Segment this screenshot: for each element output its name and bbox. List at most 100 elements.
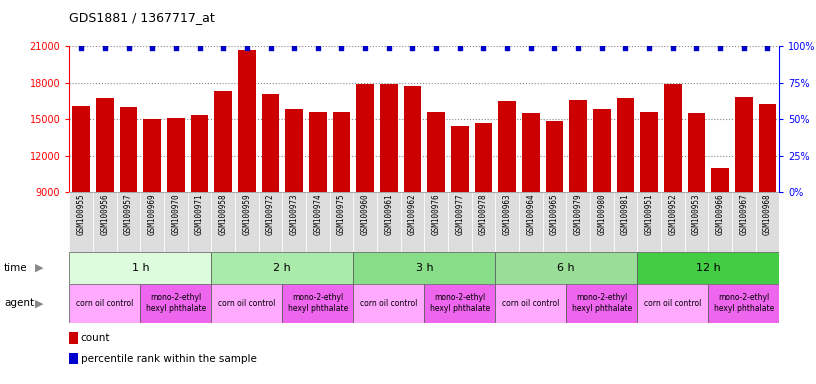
Bar	[495, 284, 566, 323]
Bar	[499, 101, 516, 301]
Bar	[73, 106, 90, 301]
Bar	[353, 252, 495, 284]
Text: GSM100965: GSM100965	[550, 194, 559, 235]
Text: GSM100978: GSM100978	[479, 194, 488, 235]
Text: GSM100974: GSM100974	[313, 194, 322, 235]
Bar	[688, 113, 705, 301]
Point	[595, 45, 608, 51]
Bar	[590, 192, 614, 252]
Point	[335, 45, 348, 51]
Bar	[641, 112, 658, 301]
Bar	[712, 168, 729, 301]
Bar	[448, 192, 472, 252]
Bar	[637, 252, 779, 284]
Bar	[495, 252, 637, 284]
Bar	[69, 353, 78, 364]
Bar	[637, 284, 708, 323]
Text: GSM100952: GSM100952	[668, 194, 677, 235]
Bar	[191, 115, 208, 301]
Point	[98, 45, 111, 51]
Text: GSM100961: GSM100961	[384, 194, 393, 235]
Point	[75, 45, 87, 51]
Point	[690, 45, 703, 51]
Text: GSM100964: GSM100964	[526, 194, 535, 235]
Bar	[451, 126, 468, 301]
Text: percentile rank within the sample: percentile rank within the sample	[81, 354, 257, 364]
Bar	[543, 192, 566, 252]
Point	[216, 45, 230, 51]
Text: ▶: ▶	[35, 263, 43, 273]
Text: GSM100975: GSM100975	[337, 194, 346, 235]
Bar	[330, 192, 353, 252]
Bar	[566, 192, 590, 252]
Text: corn oil control: corn oil control	[76, 299, 134, 308]
Bar	[759, 104, 776, 301]
Text: GSM100970: GSM100970	[171, 194, 180, 235]
Text: GSM100972: GSM100972	[266, 194, 275, 235]
Text: 3 h: 3 h	[415, 263, 433, 273]
Point	[477, 45, 490, 51]
Point	[666, 45, 679, 51]
Text: mono-2-ethyl
hexyl phthalate: mono-2-ethyl hexyl phthalate	[146, 293, 206, 313]
Point	[761, 45, 774, 51]
Bar	[262, 94, 279, 301]
Text: corn oil control: corn oil control	[502, 299, 560, 308]
Point	[429, 45, 442, 51]
Text: GSM100956: GSM100956	[100, 194, 109, 235]
Point	[453, 45, 466, 51]
Bar	[617, 98, 634, 301]
Bar	[140, 284, 211, 323]
Bar	[282, 284, 353, 323]
Point	[264, 45, 277, 51]
Point	[524, 45, 537, 51]
Bar	[732, 192, 756, 252]
Text: ▶: ▶	[35, 298, 43, 308]
Bar	[282, 192, 306, 252]
Text: GSM100958: GSM100958	[219, 194, 228, 235]
Text: GSM100976: GSM100976	[432, 194, 441, 235]
Text: corn oil control: corn oil control	[218, 299, 276, 308]
Bar	[211, 284, 282, 323]
Text: mono-2-ethyl
hexyl phthalate: mono-2-ethyl hexyl phthalate	[572, 293, 632, 313]
Text: 2 h: 2 h	[273, 263, 291, 273]
Bar	[424, 284, 495, 323]
Bar	[661, 192, 685, 252]
Point	[193, 45, 206, 51]
Text: GSM100962: GSM100962	[408, 194, 417, 235]
Bar	[377, 192, 401, 252]
Bar	[333, 112, 350, 301]
Text: GSM100953: GSM100953	[692, 194, 701, 235]
Text: GSM100959: GSM100959	[242, 194, 251, 235]
Bar	[424, 192, 448, 252]
Bar	[735, 97, 752, 301]
Text: GSM100963: GSM100963	[503, 194, 512, 235]
Bar	[428, 112, 445, 301]
Text: 1 h: 1 h	[131, 263, 149, 273]
Point	[287, 45, 300, 51]
Bar	[566, 284, 637, 323]
Text: 12 h: 12 h	[696, 263, 721, 273]
Point	[311, 45, 324, 51]
Point	[122, 45, 135, 51]
Bar	[593, 109, 610, 301]
Bar	[120, 107, 137, 301]
Point	[737, 45, 750, 51]
Bar	[96, 98, 113, 301]
Bar	[570, 99, 587, 301]
Bar	[404, 86, 421, 301]
Point	[571, 45, 584, 51]
Bar	[708, 284, 779, 323]
Text: GSM100960: GSM100960	[361, 194, 370, 235]
Point	[169, 45, 182, 51]
Bar	[211, 252, 353, 284]
Bar	[69, 332, 78, 344]
Bar	[164, 192, 188, 252]
Bar	[93, 192, 117, 252]
Text: mono-2-ethyl
hexyl phthalate: mono-2-ethyl hexyl phthalate	[288, 293, 348, 313]
Bar	[664, 84, 681, 301]
Text: GSM100966: GSM100966	[716, 194, 725, 235]
Text: GSM100977: GSM100977	[455, 194, 464, 235]
Bar	[309, 112, 326, 301]
Text: GSM100981: GSM100981	[621, 194, 630, 235]
Text: GSM100968: GSM100968	[763, 194, 772, 235]
